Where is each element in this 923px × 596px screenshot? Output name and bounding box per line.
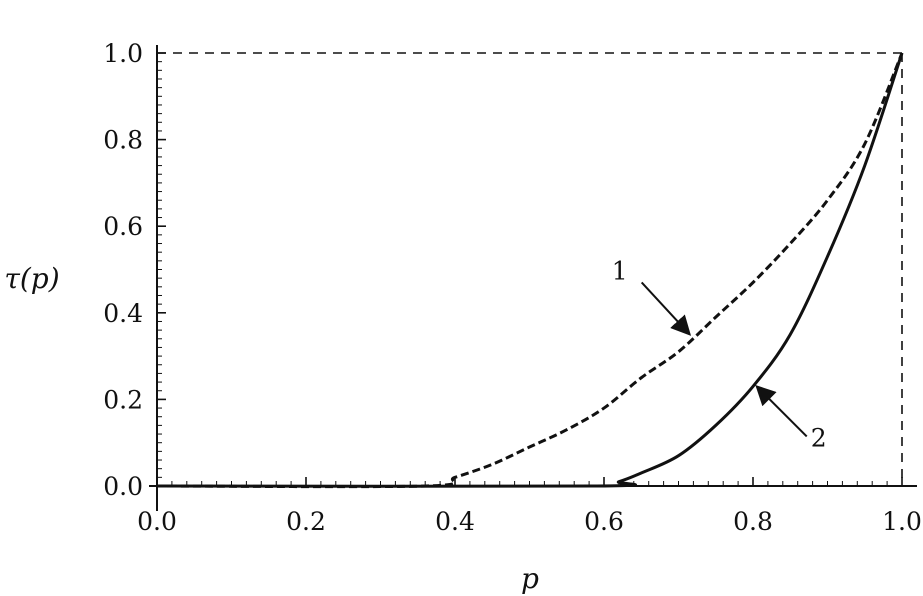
- axes: [149, 45, 917, 511]
- y-tick-labels: 0.0 0.2 0.4 0.6 0.8 1.0: [103, 39, 143, 501]
- y-tick-label: 1.0: [103, 39, 143, 68]
- x-tick-label: 1.0: [882, 507, 922, 536]
- x-tick-label: 0.2: [286, 507, 326, 536]
- x-tick-labels: 0.0 0.2 0.4 0.6 0.8 1.0: [137, 507, 922, 536]
- annotations: 12: [612, 256, 827, 452]
- x-tick-label: 0.4: [435, 507, 475, 536]
- curve-label-2: 2: [811, 423, 827, 452]
- y-tick-label: 0.6: [103, 212, 143, 241]
- reference-lines: [157, 52, 903, 486]
- series-lines: [156, 52, 904, 489]
- series-line-2: [156, 52, 904, 488]
- x-tick-label: 0.0: [137, 507, 177, 536]
- y-tick-label: 0.0: [103, 472, 143, 501]
- y-tick-label: 0.4: [103, 299, 143, 328]
- annotation-arrow-1: [640, 281, 692, 336]
- x-axis-title: p: [521, 562, 539, 595]
- x-tick-label: 0.6: [584, 507, 624, 536]
- y-tick-label: 0.8: [103, 126, 143, 155]
- x-tick-label: 0.8: [733, 507, 773, 536]
- series-line-1: [156, 52, 904, 489]
- curve-label-1: 1: [612, 256, 628, 285]
- y-tick-label: 0.2: [103, 385, 143, 414]
- annotation-arrow-2: [755, 384, 808, 438]
- y-axis-title: τ(p): [4, 262, 59, 295]
